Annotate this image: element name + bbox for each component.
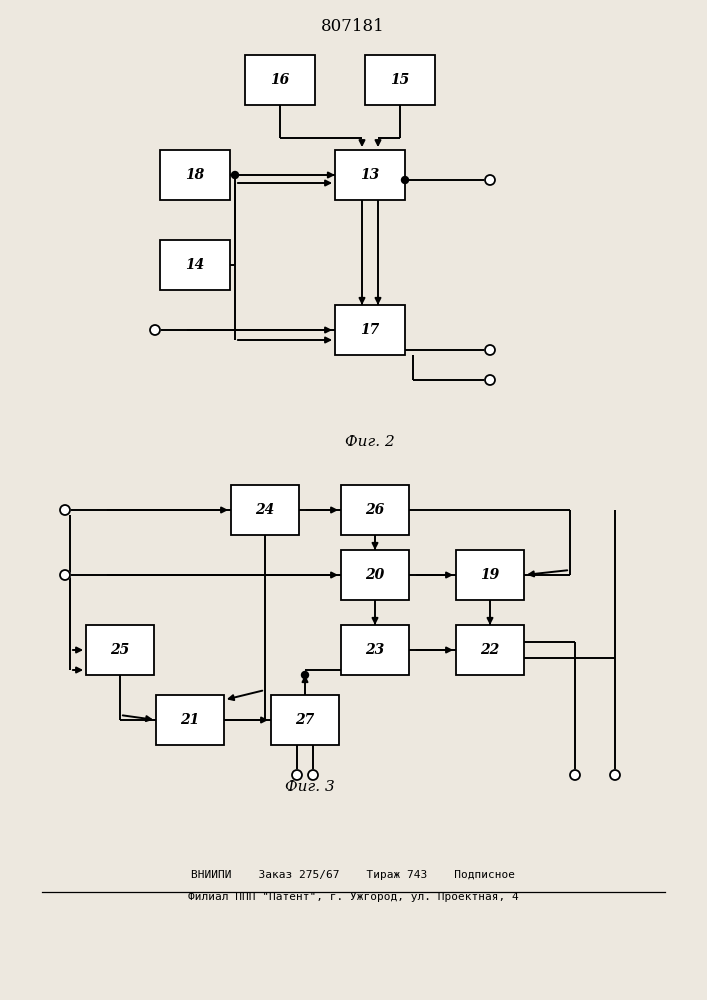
Bar — [86, 625, 154, 675]
Text: 26: 26 — [366, 503, 385, 517]
Bar — [245, 55, 315, 105]
Bar — [271, 695, 339, 745]
Text: 19: 19 — [480, 568, 500, 582]
Text: 18: 18 — [185, 168, 204, 182]
Text: 23: 23 — [366, 643, 385, 657]
Text: 13: 13 — [361, 168, 380, 182]
Text: 22: 22 — [480, 643, 500, 657]
Text: Фиг. 3: Фиг. 3 — [285, 780, 335, 794]
Text: 25: 25 — [110, 643, 129, 657]
Bar — [156, 695, 224, 745]
Circle shape — [485, 345, 495, 355]
Circle shape — [308, 770, 318, 780]
Text: 21: 21 — [180, 713, 199, 727]
Circle shape — [570, 770, 580, 780]
Bar — [335, 305, 405, 355]
Bar — [160, 240, 230, 290]
Text: Филиал ППП "Патент", г. Ужгород, ул. Проектная, 4: Филиал ППП "Патент", г. Ужгород, ул. Про… — [187, 892, 518, 902]
Bar — [341, 625, 409, 675]
Circle shape — [60, 505, 70, 515]
Bar — [341, 485, 409, 535]
Text: ВНИИПИ    Заказ 275/67    Тираж 743    Подписное: ВНИИПИ Заказ 275/67 Тираж 743 Подписное — [191, 870, 515, 880]
Text: 14: 14 — [185, 258, 204, 272]
Circle shape — [485, 375, 495, 385]
Circle shape — [150, 325, 160, 335]
Circle shape — [301, 672, 308, 678]
Circle shape — [231, 172, 238, 178]
Text: 20: 20 — [366, 568, 385, 582]
Text: Фиг. 2: Фиг. 2 — [345, 435, 395, 449]
Circle shape — [292, 770, 302, 780]
Bar — [231, 485, 299, 535]
Text: 27: 27 — [296, 713, 315, 727]
Bar — [365, 55, 435, 105]
Bar — [335, 150, 405, 200]
Text: 15: 15 — [390, 73, 409, 87]
Circle shape — [402, 176, 409, 184]
Circle shape — [60, 570, 70, 580]
Text: 16: 16 — [270, 73, 290, 87]
Text: 24: 24 — [255, 503, 274, 517]
Bar — [160, 150, 230, 200]
Text: 17: 17 — [361, 323, 380, 337]
Circle shape — [485, 175, 495, 185]
Bar — [341, 550, 409, 600]
Bar — [456, 625, 524, 675]
Bar — [456, 550, 524, 600]
Circle shape — [610, 770, 620, 780]
Text: 807181: 807181 — [321, 18, 385, 35]
